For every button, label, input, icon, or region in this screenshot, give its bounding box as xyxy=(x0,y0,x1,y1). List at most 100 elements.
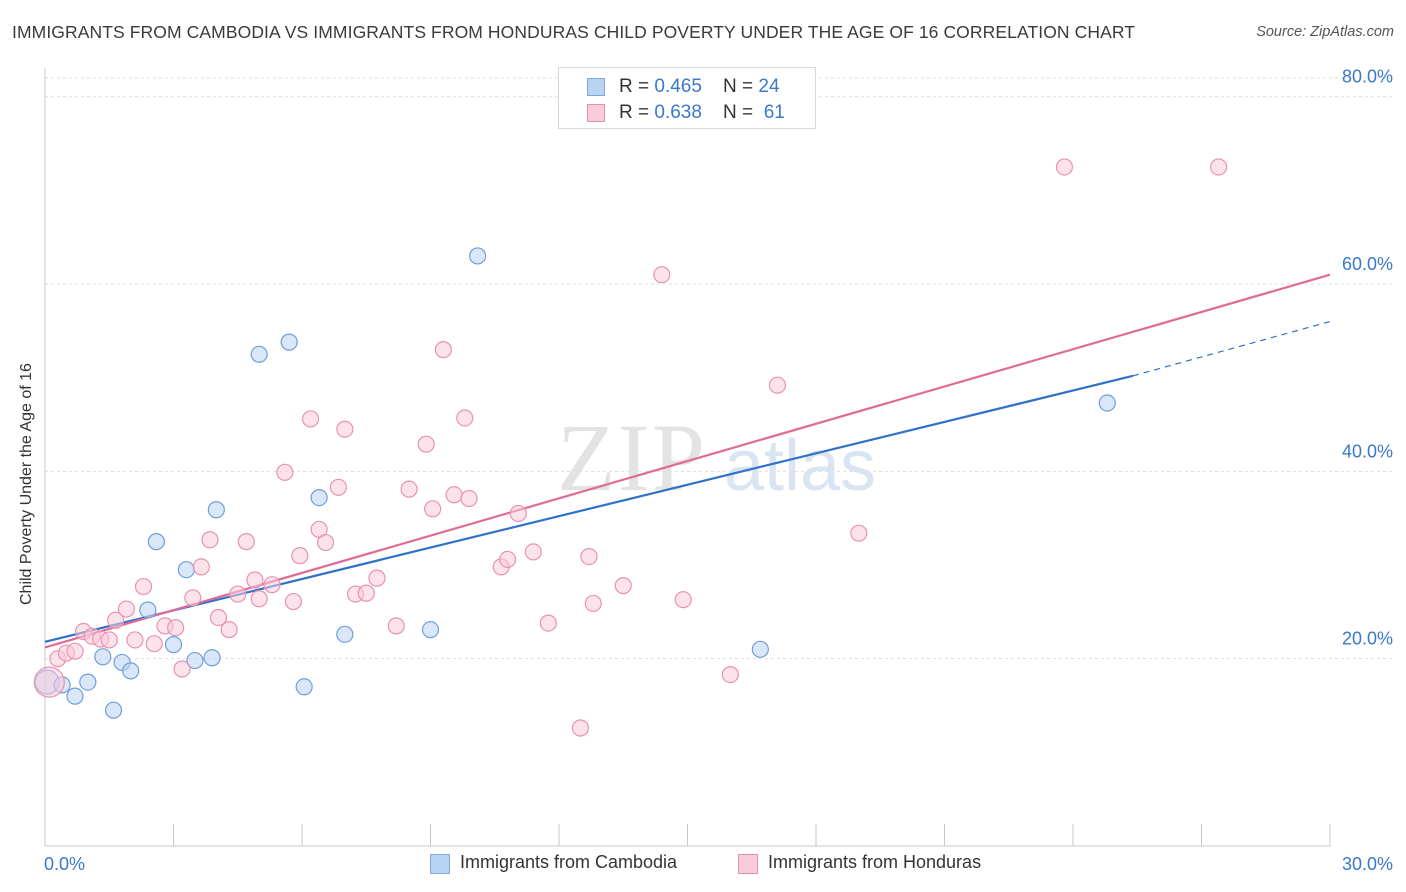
point-cambodia-9 xyxy=(147,533,165,551)
legend-label-honduras: Immigrants from Honduras xyxy=(768,852,982,872)
point-cambodia-21 xyxy=(469,247,487,265)
point-honduras-39 xyxy=(417,435,435,453)
point-honduras-17 xyxy=(192,558,210,576)
source-credit: Source: ZipAtlas.com xyxy=(1256,24,1394,40)
point-honduras-51 xyxy=(580,547,598,566)
point-honduras-44 xyxy=(460,489,478,508)
point-honduras-28 xyxy=(291,547,309,565)
point-cambodia-19 xyxy=(336,625,354,643)
data-points xyxy=(33,158,1228,737)
legend-swatch-cambodia xyxy=(587,78,605,96)
point-honduras-16 xyxy=(184,589,202,607)
point-honduras-54 xyxy=(653,266,671,284)
grid-lines xyxy=(45,77,1392,660)
point-cambodia-20 xyxy=(421,621,440,639)
y-axis-label: Child Poverty Under the Age of 16 xyxy=(18,363,35,605)
point-honduras-38 xyxy=(400,480,418,498)
point-cambodia-13 xyxy=(203,649,221,667)
point-honduras-32 xyxy=(329,478,348,496)
point-honduras-50 xyxy=(571,719,590,737)
point-cambodia-15 xyxy=(250,345,268,363)
trend-line-cambodia xyxy=(44,374,1134,643)
point-cambodia-10 xyxy=(164,636,183,654)
point-honduras-23 xyxy=(246,571,264,589)
point-honduras-10 xyxy=(126,631,144,649)
point-honduras-52 xyxy=(584,594,602,613)
point-honduras-33 xyxy=(336,420,354,438)
point-honduras-27 xyxy=(284,592,303,611)
point-honduras-55 xyxy=(674,591,692,609)
point-honduras-35 xyxy=(357,584,375,602)
y-tick-label-80: 80.0% xyxy=(1342,67,1393,87)
chart-title: IMMIGRANTS FROM CAMBODIA VS IMMIGRANTS F… xyxy=(12,22,1136,42)
point-honduras-3 xyxy=(66,642,84,660)
point-honduras-0 xyxy=(33,666,65,698)
point-honduras-22 xyxy=(237,533,255,551)
legend-swatch-honduras xyxy=(587,104,605,122)
point-honduras-46 xyxy=(499,550,517,569)
point-honduras-25 xyxy=(263,576,281,594)
point-honduras-47 xyxy=(509,504,527,523)
point-cambodia-14 xyxy=(207,501,225,519)
point-cambodia-23 xyxy=(1098,394,1116,412)
point-honduras-12 xyxy=(145,635,163,653)
point-honduras-29 xyxy=(301,410,320,428)
point-honduras-56 xyxy=(721,666,739,684)
point-honduras-48 xyxy=(524,543,542,561)
watermark-atlas: atlas xyxy=(724,426,876,506)
point-cambodia-12 xyxy=(186,651,204,670)
point-cambodia-5 xyxy=(104,701,123,719)
point-honduras-9 xyxy=(117,600,135,618)
legend-swatch-honduras-bottom xyxy=(738,854,758,874)
point-honduras-8 xyxy=(107,611,125,629)
legend-swatch-cambodia-bottom xyxy=(430,854,450,874)
point-honduras-53 xyxy=(614,577,632,595)
point-honduras-43 xyxy=(456,409,474,427)
point-honduras-49 xyxy=(539,614,557,632)
watermark-zip: ZIP xyxy=(557,404,707,511)
point-honduras-11 xyxy=(134,577,153,596)
point-honduras-57 xyxy=(768,376,787,394)
point-honduras-41 xyxy=(434,341,452,359)
y-tick-label-40: 40.0% xyxy=(1342,441,1393,461)
point-cambodia-3 xyxy=(79,673,97,691)
y-tick-label-20: 20.0% xyxy=(1342,629,1393,649)
axes xyxy=(44,68,1331,847)
point-cambodia-11 xyxy=(177,561,195,579)
trend-extension-cambodia xyxy=(1132,320,1331,377)
series-legend: Immigrants from Cambodia Immigrants from… xyxy=(0,852,1406,878)
point-honduras-18 xyxy=(201,531,219,549)
x-tick-label-max: 30.0% xyxy=(1342,854,1393,874)
point-honduras-19 xyxy=(209,608,228,627)
point-honduras-36 xyxy=(368,569,386,587)
point-honduras-14 xyxy=(167,619,185,637)
point-honduras-37 xyxy=(387,617,405,635)
point-honduras-15 xyxy=(173,660,191,678)
legend-stats-honduras: R = 0.638 N = 61 xyxy=(619,102,785,123)
point-cambodia-16 xyxy=(280,333,298,351)
point-honduras-60 xyxy=(1210,158,1228,176)
point-honduras-58 xyxy=(850,524,868,542)
point-cambodia-17 xyxy=(295,678,313,696)
point-honduras-59 xyxy=(1055,158,1074,176)
legend-label-cambodia: Immigrants from Cambodia xyxy=(460,852,678,872)
point-honduras-21 xyxy=(229,585,247,603)
point-honduras-7 xyxy=(100,631,118,649)
point-cambodia-7 xyxy=(122,662,140,680)
point-cambodia-18 xyxy=(310,488,328,507)
point-cambodia-4 xyxy=(94,648,112,666)
tick-labels: 20.0% 40.0% 60.0% 80.0% 0.0% 30.0% xyxy=(44,67,1393,874)
watermark: ZIP atlas xyxy=(557,404,876,511)
point-cambodia-8 xyxy=(139,601,157,619)
point-honduras-31 xyxy=(316,533,335,552)
point-honduras-26 xyxy=(276,463,294,481)
x-tick-label-min: 0.0% xyxy=(44,854,85,874)
point-honduras-42 xyxy=(445,486,463,504)
y-tick-label-60: 60.0% xyxy=(1342,254,1393,274)
point-honduras-40 xyxy=(424,500,442,518)
correlation-legend: R = 0.465 N = 24 R = 0.638 N = 61 xyxy=(558,67,816,129)
point-cambodia-22 xyxy=(751,640,769,658)
point-cambodia-2 xyxy=(66,687,84,705)
point-honduras-24 xyxy=(250,590,268,608)
